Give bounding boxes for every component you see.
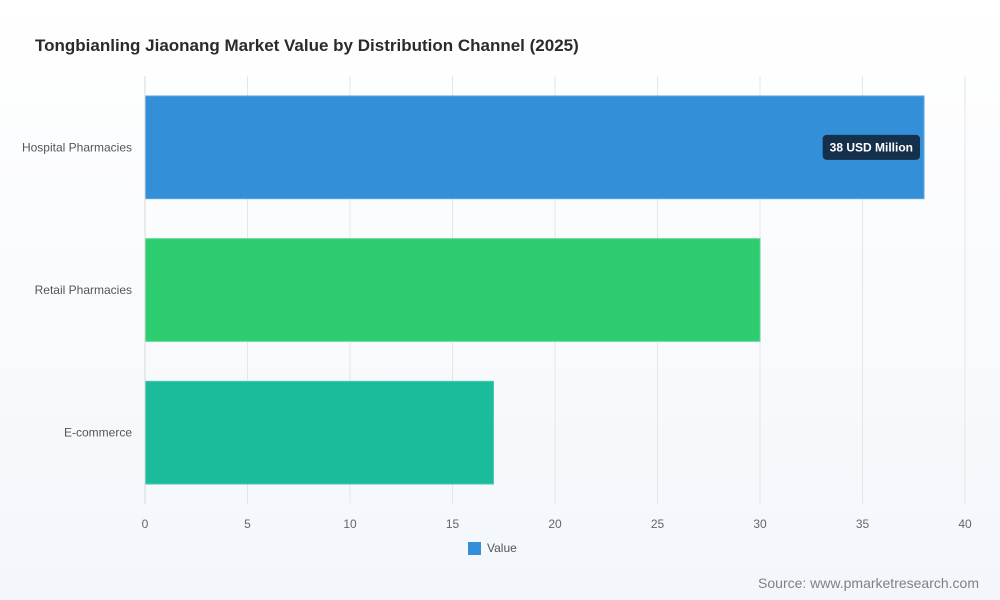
category-label: Retail Pharmacies (35, 283, 132, 297)
bar[interactable] (144, 238, 761, 342)
x-tick-label: 25 (651, 517, 665, 531)
data-annotation: 38 USD Million (822, 134, 920, 160)
x-tick-label: 5 (244, 517, 251, 531)
bars (144, 95, 925, 485)
bar[interactable] (144, 380, 494, 485)
annotation-badge (822, 134, 920, 160)
legend: Value (468, 541, 517, 555)
x-tick-label: 30 (753, 517, 767, 531)
x-tick-label: 10 (343, 517, 357, 531)
chart-title: Tongbianling Jiaonang Market Value by Di… (35, 36, 579, 55)
x-tick-label: 0 (142, 517, 149, 531)
bar[interactable] (144, 95, 925, 200)
x-tick-label: 40 (958, 517, 972, 531)
category-labels: Hospital Pharmacies Retail Pharmacies E-co… (22, 140, 132, 439)
x-tick-label: 20 (548, 517, 562, 531)
annotation-text: 38 USD Million (830, 140, 913, 154)
category-label: E-commerce (64, 426, 132, 440)
x-tick-labels: 0 5 10 15 20 25 30 35 40 (142, 517, 972, 531)
legend-label: Value (487, 541, 517, 555)
x-tick-label: 15 (446, 517, 460, 531)
x-tick-label: 35 (856, 517, 870, 531)
legend-swatch (468, 541, 481, 555)
source-note: Source: www.pmarketresearch.com (758, 575, 979, 591)
category-label: Hospital Pharmacies (22, 140, 132, 154)
